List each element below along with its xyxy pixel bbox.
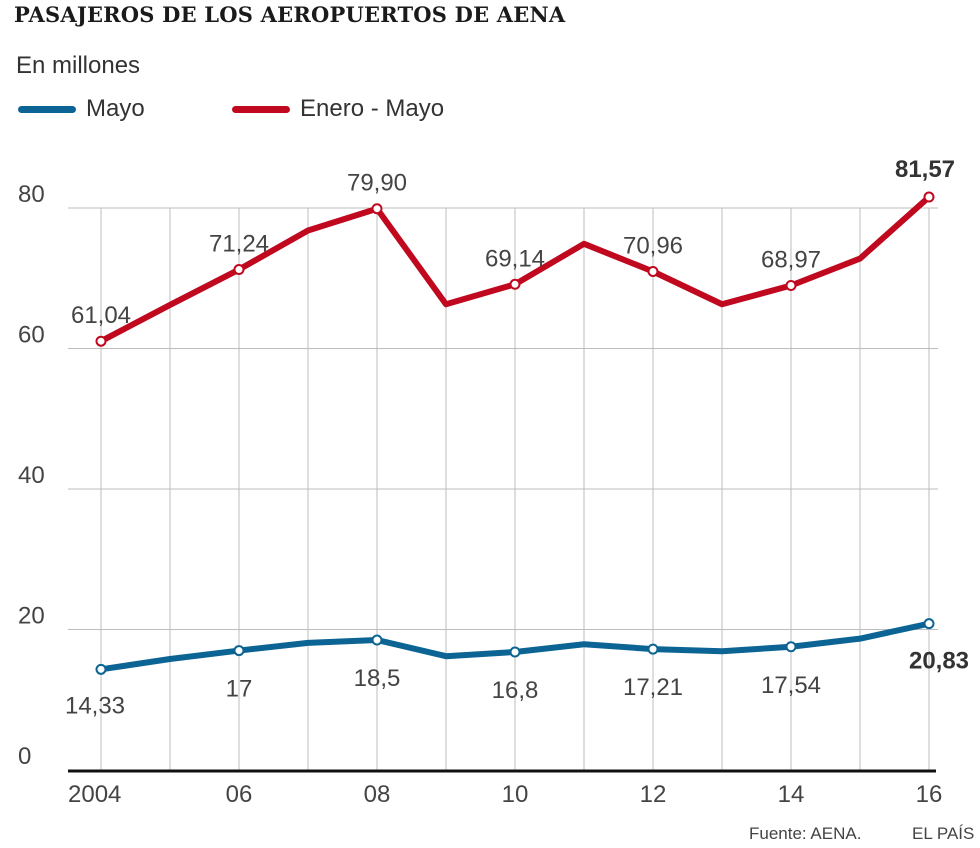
- legend-label-enero-mayo: Enero - Mayo: [300, 95, 445, 122]
- data-label-mayo: 20,83: [909, 648, 969, 675]
- x-tick-label: 16: [916, 781, 943, 808]
- data-label-mayo: 17: [226, 676, 253, 703]
- data-label-mayo: 18,5: [354, 665, 401, 692]
- data-point-mayo: [509, 646, 521, 658]
- legend-swatch-mayo: [18, 105, 76, 113]
- data-label-mayo: 16,8: [492, 677, 539, 704]
- data-label-mayo: 14,33: [65, 692, 125, 719]
- data-label-enero-mayo: 68,97: [761, 246, 821, 273]
- data-point-enero-mayo: [371, 203, 383, 215]
- y-tick-label: 60: [18, 322, 45, 349]
- data-label-enero-mayo: 70,96: [623, 233, 683, 260]
- data-label-mayo: 17,54: [761, 672, 821, 699]
- chart-subtitle: En millones: [16, 52, 141, 79]
- data-point-enero-mayo: [647, 266, 659, 278]
- source-note: Fuente: AENA.: [749, 824, 862, 843]
- data-point-enero-mayo: [95, 335, 107, 347]
- x-tick-label: 2004: [68, 781, 121, 808]
- y-tick-label: 20: [18, 603, 45, 630]
- data-point-enero-mayo: [785, 279, 797, 291]
- chart-title: PASAJEROS DE LOS AEROPUERTOS DE AENA: [14, 2, 566, 27]
- y-tick-label: 80: [18, 181, 45, 208]
- data-label-enero-mayo: 71,24: [209, 231, 269, 258]
- data-point-enero-mayo: [509, 278, 521, 290]
- x-tick-label: 06: [226, 781, 253, 808]
- data-label-enero-mayo: 61,04: [71, 302, 131, 329]
- data-label-mayo: 17,21: [623, 674, 683, 701]
- legend-item-enero-mayo: Enero - Mayo: [232, 95, 444, 123]
- x-tick-label: 08: [364, 781, 391, 808]
- data-label-enero-mayo: 81,57: [895, 156, 955, 183]
- data-point-mayo: [233, 645, 245, 657]
- legend-label-mayo: Mayo: [86, 95, 145, 122]
- data-point-enero-mayo: [233, 264, 245, 276]
- data-point-mayo: [371, 634, 383, 646]
- data-point-mayo: [95, 663, 107, 675]
- data-point-enero-mayo: [923, 191, 935, 203]
- y-tick-label: 40: [18, 462, 45, 489]
- data-point-mayo: [647, 643, 659, 655]
- x-tick-label: 12: [640, 781, 667, 808]
- x-tick-label: 14: [778, 781, 805, 808]
- data-label-enero-mayo: 69,14: [485, 245, 545, 272]
- x-tick-label: 10: [502, 781, 529, 808]
- legend-swatch-enero-mayo: [232, 105, 290, 113]
- legend-item-mayo: Mayo: [18, 95, 145, 123]
- data-point-mayo: [785, 641, 797, 653]
- data-point-mayo: [923, 618, 935, 630]
- y-tick-label: 0: [18, 743, 31, 770]
- brand-credit: EL PAÍS: [912, 824, 975, 843]
- data-label-enero-mayo: 79,90: [347, 170, 407, 197]
